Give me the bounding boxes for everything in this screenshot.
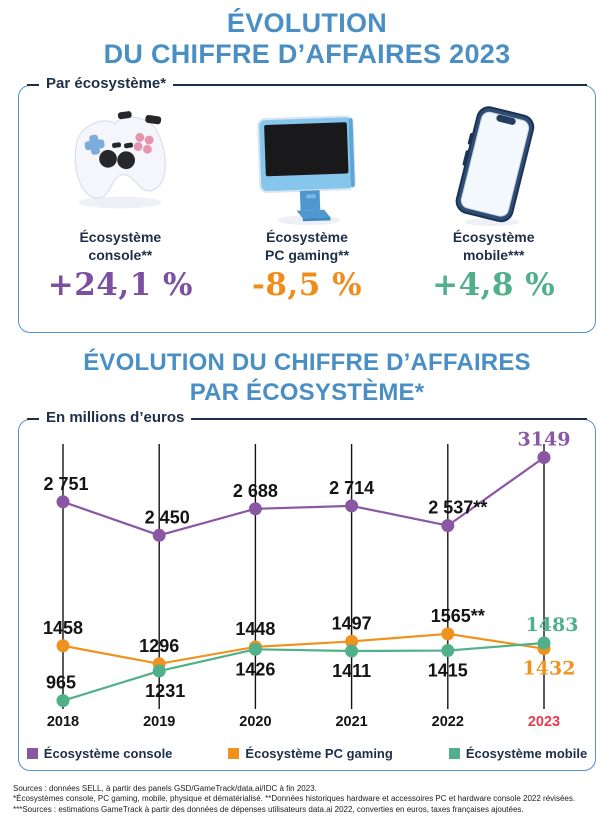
chart-section-title-line1: ÉVOLUTION DU CHIFFRE D’AFFAIRES <box>83 348 531 376</box>
ecosystem-name-line1: Écosystème <box>266 228 348 245</box>
ecosystem-name: Écosystème PC gaming** <box>214 228 401 264</box>
main-title-line2: DU CHIFFRE D’AFFAIRES 2023 <box>103 39 511 70</box>
svg-text:2021: 2021 <box>335 714 367 729</box>
ecosystem-name-line2: PC gaming** <box>265 246 350 263</box>
chart-section-title: ÉVOLUTION DU CHIFFRE D’AFFAIRES PAR ÉCOS… <box>0 348 614 408</box>
svg-text:2 751: 2 751 <box>43 473 88 493</box>
svg-text:1497: 1497 <box>332 613 372 633</box>
legend-item-console: Écosystème console <box>26 745 173 761</box>
ecosystem-name-line1: Écosystème <box>79 228 162 245</box>
ecosystem-change-value: +4,8 % <box>432 267 556 303</box>
svg-text:2 688: 2 688 <box>233 480 278 500</box>
chart-panel: En millions d’euros 2018 2019 2020 2021 2022… <box>18 408 596 771</box>
sources-line1: Sources : données SELL, à partir des pan… <box>13 783 317 793</box>
legend-swatch-mobile <box>448 747 460 759</box>
svg-text:965: 965 <box>46 672 76 692</box>
svg-text:1411: 1411 <box>332 661 371 681</box>
chart-panel-label: En millions d’euros <box>39 408 192 426</box>
svg-text:1565**: 1565** <box>431 605 485 625</box>
ecosystem-card-pc: Écosystème PC gaming** -8,5 % <box>214 100 401 303</box>
svg-text:1296: 1296 <box>139 635 179 655</box>
svg-text:1458: 1458 <box>43 617 83 637</box>
svg-text:1483: 1483 <box>526 614 579 636</box>
ecosystem-card-console: Écosystème console** +24,1 % <box>27 100 214 303</box>
smartphone-icon <box>455 105 534 226</box>
game-controller-icon <box>74 110 167 208</box>
svg-text:1231: 1231 <box>145 681 185 701</box>
svg-text:2022: 2022 <box>432 714 464 729</box>
svg-text:2 537**: 2 537** <box>428 497 487 517</box>
ecosystem-change-value: -8,5 % <box>251 267 363 303</box>
legend-swatch-console <box>26 747 38 759</box>
legend-label: Écosystème mobile <box>465 745 588 761</box>
sources-line3: ***Sources : estimations GameTrack à par… <box>13 804 524 814</box>
svg-text:1415: 1415 <box>428 660 468 680</box>
sources-footer: Sources : données SELL, à partir des pan… <box>13 784 614 816</box>
ecosystem-change-value: +24,1 % <box>47 267 193 303</box>
ecosystem-name: Écosystème console** <box>27 228 214 264</box>
svg-text:2019: 2019 <box>143 714 175 729</box>
svg-text:2023: 2023 <box>528 714 560 729</box>
legend-label: Écosystème PC gaming <box>245 745 393 761</box>
legend-item-mobile: Écosystème mobile <box>448 745 588 761</box>
svg-text:2020: 2020 <box>239 714 271 729</box>
ecosystem-row: Écosystème console** +24,1 % <box>19 86 595 303</box>
ecosystem-panel-label: Par écosystème* <box>39 74 174 92</box>
svg-text:1432: 1432 <box>523 657 576 679</box>
ecosystem-name: Écosystème mobile*** <box>400 228 587 264</box>
chart-section-title-line2: PAR ÉCOSYSTÈME* <box>189 378 425 406</box>
legend-swatch-pc-gaming <box>228 747 240 759</box>
svg-text:2 714: 2 714 <box>329 478 374 498</box>
chart-svg: 2018 2019 2020 2021 2022 2023 2 751 2 450 2 688 2… <box>43 429 579 729</box>
ecosystem-name-line1: Écosystème <box>452 228 535 245</box>
main-title: ÉVOLUTION DU CHIFFRE D’AFFAIRES 2023 <box>0 0 614 71</box>
ecosystem-panel: Par écosystème* <box>18 74 596 333</box>
main-title-line1: ÉVOLUTION <box>226 8 388 38</box>
ecosystem-name-line2: console** <box>88 246 153 263</box>
legend-item-pc-gaming: Écosystème PC gaming <box>228 745 393 761</box>
svg-text:2 450: 2 450 <box>145 507 190 527</box>
svg-text:3149: 3149 <box>518 429 571 450</box>
svg-text:1426: 1426 <box>235 659 275 679</box>
desktop-pc-icon <box>257 114 356 225</box>
ecosystem-name-line2: mobile*** <box>462 246 525 263</box>
svg-text:2018: 2018 <box>47 714 79 729</box>
legend-label: Écosystème console <box>43 745 173 761</box>
sources-line2: *Écosystèmes console, PC gaming, mobile,… <box>13 794 576 804</box>
svg-text:1448: 1448 <box>235 618 275 638</box>
ecosystem-card-mobile: Écosystème mobile*** +4,8 % <box>400 100 587 303</box>
chart-legend: Écosystème console Écosystème PC gaming … <box>19 746 595 761</box>
